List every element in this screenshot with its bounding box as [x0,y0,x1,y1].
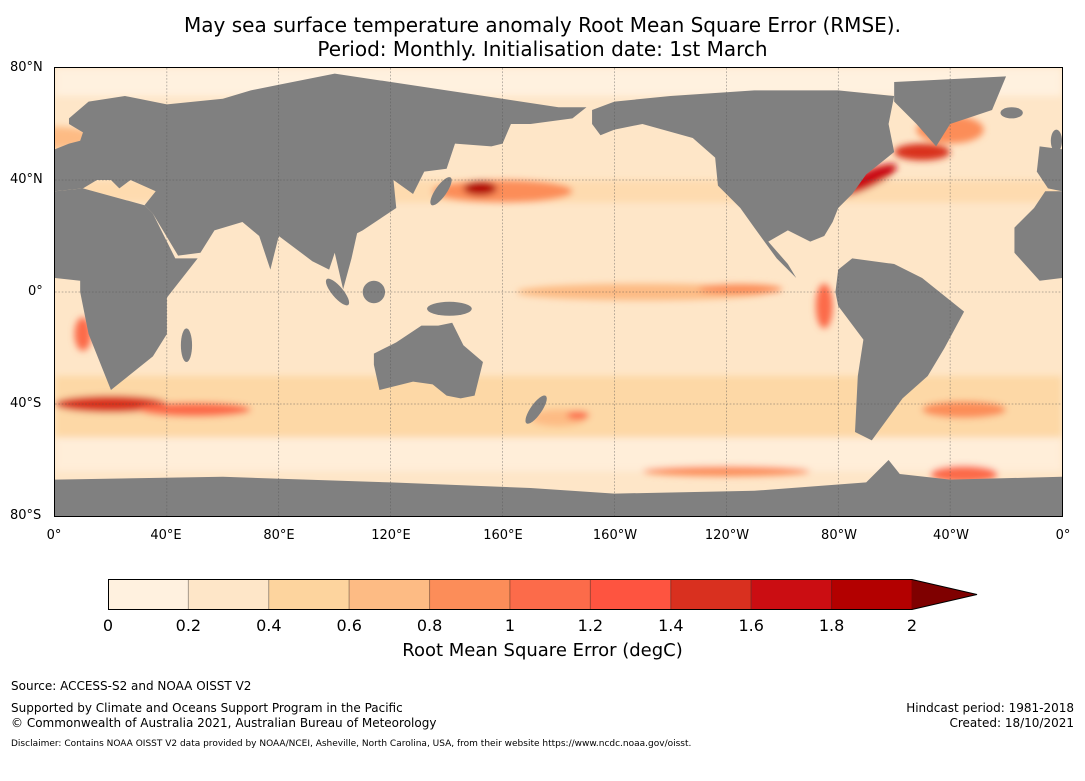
land-eurasia [55,73,587,290]
colorbar-segment [670,579,752,610]
colorbar-tick-label: 0.4 [256,616,282,635]
land-madagascar [180,328,193,362]
supported-text: Supported by Climate and Oceans Support … [11,701,403,715]
land-new-guinea [427,301,472,316]
colorbar-tick-label: 1.8 [818,616,845,635]
colorbar-tick-label: 0.6 [336,616,362,635]
colorbar-tick-label: 0.2 [175,616,202,635]
figure-title-line2: Period: Monthly. Initialisation date: 1s… [317,37,768,61]
lon-label: 80°E [263,528,295,543]
colorbar-tick-label: 1.4 [658,616,684,635]
colorbar-tick-label: 1 [504,616,516,635]
colorbar-tick-label: 1.2 [577,616,604,635]
lon-label: 160°W [592,528,638,543]
land-iceland [1000,107,1023,119]
lat-label: 40°S [10,396,42,411]
graticule [55,68,1062,516]
colorbar-tick-label: 2 [906,616,918,635]
copyright-text: © Commonwealth of Australia 2021, Austra… [11,716,437,730]
land-antarctica [55,460,1062,516]
source-text: Source: ACCESS-S2 and NOAA OISST V2 [11,679,252,693]
lat-label: 80°N [10,60,43,75]
land-greenland [894,76,1007,147]
created-text: Created: 18/10/2021 [949,716,1074,730]
lat-label: 0° [28,284,43,299]
colorbar-segment [750,579,833,610]
colorbar-label: Root Mean Square Error (degC) [402,640,683,661]
colorbar-segment [187,579,270,610]
colorbar-tick-label: 1.6 [738,616,764,635]
lon-label: 40°E [150,528,182,543]
land-africa [55,188,198,390]
land-new-zealand [525,395,547,424]
lon-label: 0° [46,528,62,543]
land-north-america [592,90,895,279]
land-uk [1050,129,1062,152]
colorbar-extend-arrow [912,579,977,610]
lat-label: 40°N [10,172,43,187]
lon-label: 120°W [704,528,750,543]
colorbar-tick-label: 0 [102,616,114,635]
land-japan [430,177,452,206]
colorbar-segment [831,579,913,610]
rmse-map [54,67,1063,517]
lon-label: 80°W [821,528,857,543]
colorbar-segment [108,579,189,610]
figure-title-line1: May sea surface temperature anomaly Root… [184,13,901,37]
land-masses [55,73,1062,516]
land-australia [373,322,483,399]
lon-label: 0° [1055,528,1071,543]
colorbar-segment [348,579,431,610]
disclaimer-text: Disclaimer: Contains NOAA OISST V2 data … [11,739,692,749]
lat-label: 80°S [10,508,42,523]
colorbar-segment [429,579,511,610]
land-west-africa [1014,191,1062,281]
colorbar-segment [509,579,591,610]
lon-label: 120°E [371,528,411,543]
land-south-america [835,258,965,441]
colorbar-segment [589,579,672,610]
colorbar-tick-label: 0.8 [416,616,443,635]
lon-label: 40°W [933,528,969,543]
hindcast-text: Hindcast period: 1981-2018 [906,701,1074,715]
colorbar-segment [268,579,350,610]
colorbar [108,579,978,610]
lon-label: 160°E [483,528,523,543]
